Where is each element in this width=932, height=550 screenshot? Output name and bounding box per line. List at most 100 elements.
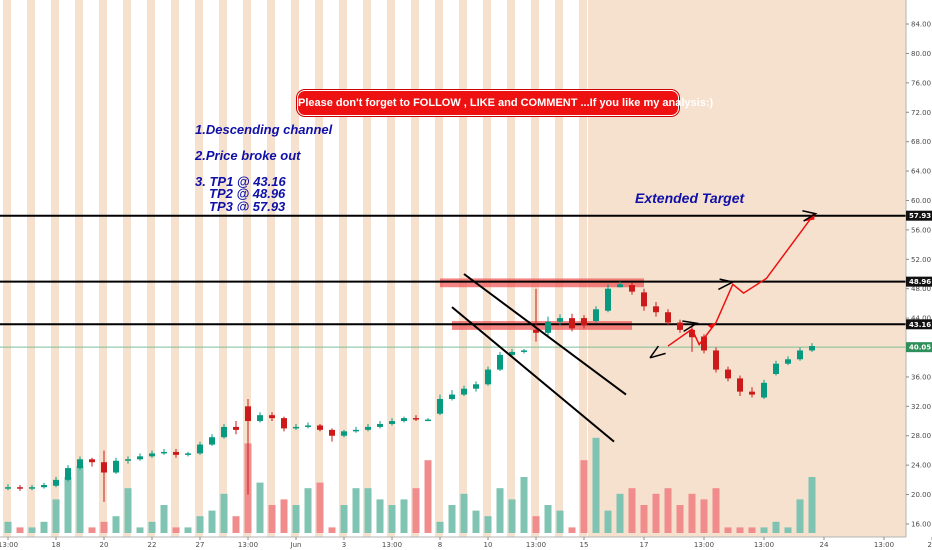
candle-body	[809, 346, 815, 351]
candle-body	[713, 350, 719, 370]
session-stripe	[411, 0, 419, 537]
y-tick-label: 36.00	[911, 373, 931, 381]
candle-body	[65, 468, 71, 480]
y-tick-label: 52.00	[911, 256, 931, 264]
candle-body	[641, 292, 647, 307]
session-stripe	[75, 0, 83, 537]
volume-bar	[4, 521, 12, 533]
volume-bar	[472, 510, 480, 533]
channel-lower-line	[451, 306, 615, 443]
volume-bar	[388, 505, 396, 533]
candle-body	[437, 398, 443, 414]
volume-bar	[508, 499, 516, 533]
volume-bar	[520, 477, 528, 533]
volume-bar	[772, 521, 780, 533]
volume-bar	[316, 482, 324, 533]
x-axis-panel	[0, 537, 932, 550]
volume-bar	[796, 499, 804, 533]
volume-bar	[712, 488, 720, 533]
volume-bar	[676, 505, 684, 533]
volume-bar	[664, 488, 672, 533]
x-tick-label: 18	[52, 541, 61, 549]
volume-bar	[424, 460, 432, 533]
candle-body	[113, 460, 119, 473]
candle-body	[497, 354, 503, 370]
candle-body	[689, 329, 695, 338]
session-stripe	[579, 0, 587, 537]
session-stripe	[483, 0, 491, 537]
level-price-tag	[906, 319, 932, 330]
y-tick-label: 60.00	[911, 197, 931, 205]
volume-bar	[256, 482, 264, 533]
candle-body	[197, 444, 203, 454]
volume-bar	[748, 527, 756, 533]
candle-body	[329, 429, 335, 436]
candle-body	[581, 318, 587, 326]
volume-bar	[280, 499, 288, 533]
volume-bar	[628, 488, 636, 533]
level-price-tag-label: 57.93	[909, 212, 931, 220]
volume-bar	[352, 488, 360, 533]
candle-body	[533, 329, 539, 333]
current-price-tag	[906, 342, 932, 353]
volume-bar	[160, 505, 168, 533]
follow-banner: Please don't forget to FOLLOW , LIKE and…	[297, 90, 713, 116]
volume-bar	[556, 510, 564, 533]
candle-body	[305, 425, 311, 427]
y-tick-label: 80.00	[911, 50, 931, 58]
y-tick-label: 32.00	[911, 403, 931, 411]
session-stripe	[555, 0, 563, 537]
candle-body	[653, 306, 659, 313]
volume-bar	[196, 516, 204, 533]
volume-bar	[88, 527, 96, 533]
candle-body	[101, 462, 107, 473]
x-tick-label: 13:00	[694, 541, 714, 549]
y-tick-label: 56.00	[911, 226, 931, 234]
candle-body	[557, 318, 563, 322]
projection-arrowhead	[707, 322, 716, 329]
y-tick-label: 20.00	[911, 491, 931, 499]
note-tp1: 3. TP1 @ 43.16	[195, 174, 286, 189]
volume-bar	[580, 460, 588, 533]
current-price-tag-label: 40.05	[909, 344, 931, 352]
volume-bar	[652, 493, 660, 533]
target-zone-upper	[440, 278, 644, 288]
candle-body	[269, 415, 275, 419]
volume-bar	[376, 499, 384, 533]
session-stripe	[267, 0, 275, 537]
y-tick-label: 68.00	[911, 138, 931, 146]
x-tick-label: 10	[484, 541, 493, 549]
y-tick-label: 24.00	[911, 462, 931, 470]
extended-target-label: Extended Target	[635, 190, 745, 206]
volume-bar	[28, 527, 36, 533]
candle-body	[341, 431, 347, 436]
target-arrow	[682, 320, 699, 332]
candle-body	[797, 350, 803, 360]
candle-body	[545, 321, 551, 333]
volume-bar	[568, 527, 576, 533]
level-price-tag	[906, 210, 932, 221]
candle-body	[449, 394, 455, 399]
candle-body	[125, 459, 131, 461]
y-tick-label: 64.00	[911, 168, 931, 176]
volume-bar	[292, 505, 300, 533]
candle-body	[365, 426, 371, 430]
volume-bar	[496, 488, 504, 533]
candle-body	[737, 378, 743, 392]
candle-body	[41, 485, 47, 488]
candle-body	[521, 350, 527, 352]
x-tick-label: 13:00	[874, 541, 894, 549]
y-tick-label: 28.00	[911, 432, 931, 440]
x-tick-label: 17	[640, 541, 649, 549]
volume-bar	[232, 516, 240, 533]
session-stripe	[123, 0, 131, 537]
session-stripe	[339, 0, 347, 537]
y-tick-label: 44.00	[911, 315, 931, 323]
volume-bar	[808, 477, 816, 533]
y-tick-label: 84.00	[911, 21, 931, 29]
candle-body	[761, 382, 767, 398]
volume-bar	[304, 488, 312, 533]
note-tp2: TP2 @ 48.96	[209, 186, 286, 201]
